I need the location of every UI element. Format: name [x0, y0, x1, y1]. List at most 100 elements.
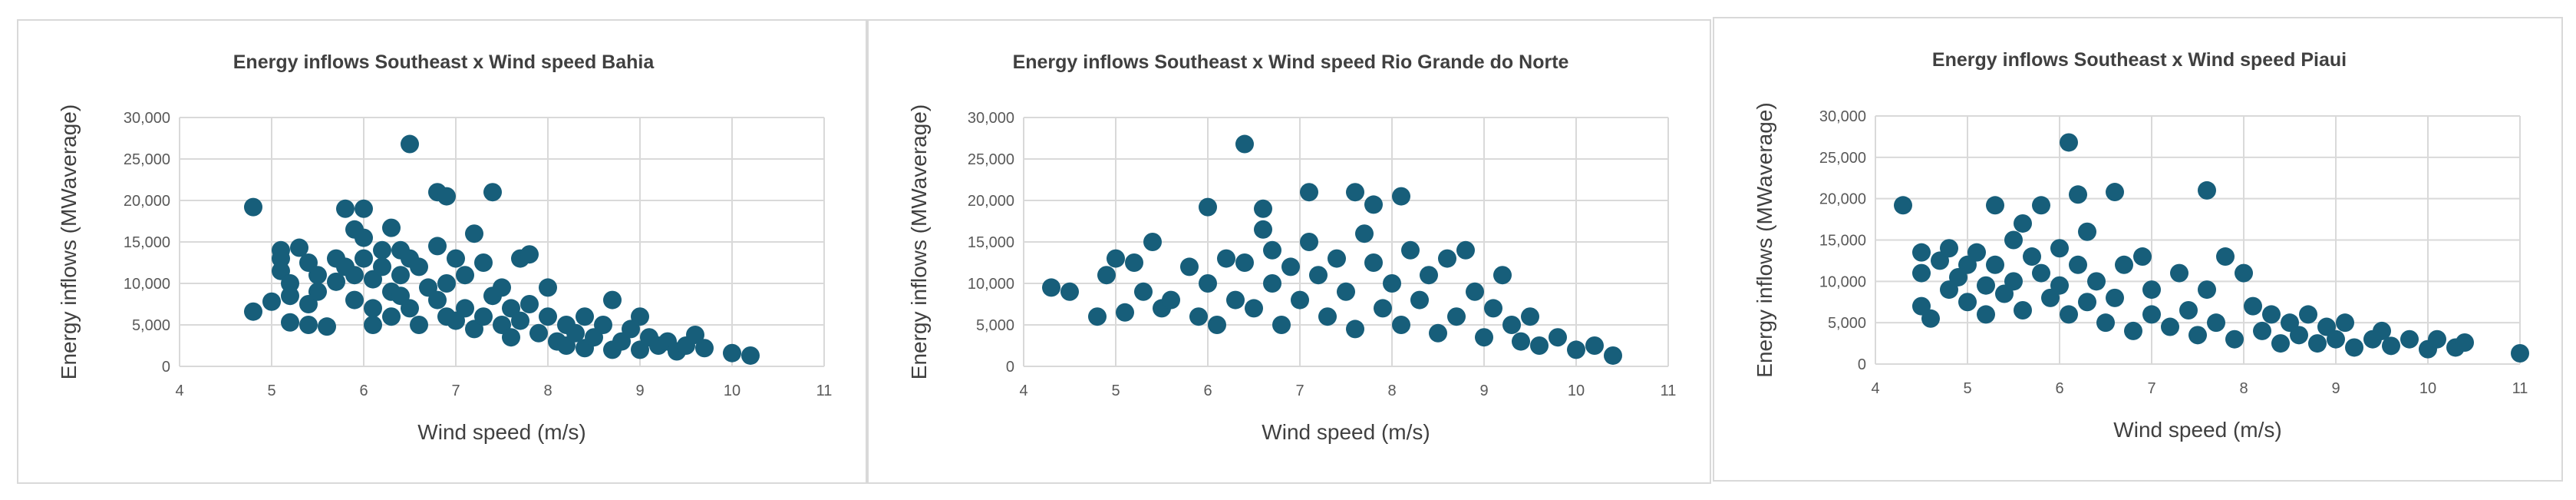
data-point	[1484, 299, 1502, 318]
data-point	[1912, 243, 1931, 262]
data-point	[1134, 282, 1153, 301]
data-point	[723, 343, 741, 363]
y-tick-label: 20,000	[1819, 191, 1866, 208]
data-point	[483, 183, 502, 202]
data-point	[1199, 197, 1217, 217]
data-point	[1438, 249, 1456, 268]
data-point	[1088, 307, 1107, 326]
data-point	[2096, 313, 2115, 333]
data-point	[1521, 307, 1539, 326]
data-point	[2188, 326, 2207, 345]
data-point	[401, 299, 419, 318]
data-point	[1466, 282, 1484, 301]
data-point	[2299, 305, 2317, 324]
data-point	[474, 253, 493, 272]
data-point	[2373, 321, 2391, 340]
data-point	[382, 218, 401, 237]
x-tick-label: 9	[635, 382, 644, 399]
data-point	[1125, 253, 1143, 272]
data-point	[566, 323, 585, 343]
x-tick-label: 8	[543, 382, 552, 399]
data-point	[1967, 243, 1986, 262]
data-point	[1894, 196, 1912, 215]
data-point	[2060, 133, 2078, 152]
x-tick-label: 4	[175, 382, 183, 399]
data-point	[1392, 187, 1410, 206]
data-point	[281, 313, 299, 332]
data-point	[2014, 301, 2032, 320]
chart-bahia: Energy inflows Southeast x Wind speed Ba…	[57, 51, 832, 444]
data-point	[2115, 255, 2133, 274]
data-point	[511, 311, 529, 330]
data-point	[1958, 293, 1977, 312]
data-point	[299, 316, 318, 334]
data-point	[529, 323, 548, 343]
y-tick-label: 15,000	[1819, 233, 1866, 250]
x-tick-label: 8	[1387, 382, 1396, 399]
y-tick-label: 5,000	[976, 317, 1014, 334]
data-point	[1116, 303, 1134, 322]
y-tick-label: 25,000	[1819, 150, 1866, 167]
data-point	[1977, 276, 1995, 295]
data-point	[355, 199, 373, 218]
x-tick-label: 10	[2419, 380, 2436, 397]
x-tick-label: 8	[2239, 380, 2248, 397]
y-tick-label: 25,000	[968, 151, 1014, 168]
data-point	[2106, 288, 2124, 307]
data-point	[2069, 185, 2087, 204]
data-point	[456, 299, 474, 318]
data-point	[2050, 276, 2069, 295]
data-point	[1263, 274, 1281, 293]
data-point	[1199, 274, 1217, 293]
data-point	[2382, 336, 2400, 356]
data-point	[2004, 272, 2023, 291]
data-point	[1226, 290, 1245, 310]
data-point	[1346, 320, 1364, 339]
data-point	[1392, 316, 1410, 334]
data-point	[2004, 230, 2023, 250]
data-point	[631, 307, 649, 326]
y-tick-label: 10,000	[968, 276, 1014, 293]
data-point	[2142, 280, 2161, 300]
data-point	[364, 299, 382, 318]
data-point	[382, 307, 401, 326]
data-point	[576, 307, 594, 326]
data-point	[1180, 257, 1199, 276]
data-point	[1986, 255, 2004, 274]
data-point	[1300, 183, 1318, 202]
data-point	[1300, 233, 1318, 251]
data-point	[1309, 266, 1328, 285]
data-point	[2069, 255, 2087, 274]
x-tick-label: 4	[1871, 380, 1879, 397]
data-point	[410, 257, 428, 276]
x-tick-label: 5	[1111, 382, 1120, 399]
data-point	[1456, 240, 1475, 260]
x-tick-label: 6	[2055, 380, 2063, 397]
y-tick-label: 10,000	[124, 276, 170, 293]
chart-panel-piaui: Energy inflows Southeast x Wind speed Pi…	[1713, 17, 2563, 482]
data-point	[1549, 328, 1567, 347]
data-point	[1429, 323, 1447, 343]
data-point	[2087, 272, 2106, 291]
data-point	[2078, 293, 2096, 312]
data-point	[2428, 329, 2446, 349]
data-point	[447, 249, 465, 268]
data-point	[244, 302, 262, 321]
data-point	[1208, 316, 1226, 334]
data-point	[2244, 296, 2262, 316]
data-point	[2207, 313, 2225, 333]
data-point	[1364, 253, 1383, 272]
data-point	[502, 328, 520, 347]
data-point	[1355, 224, 1374, 243]
y-tick-label: 20,000	[968, 193, 1014, 210]
data-point	[290, 238, 308, 257]
data-point	[2032, 263, 2050, 283]
y-axis-label: Energy inflows (MWaverage)	[57, 104, 81, 379]
data-point	[1263, 240, 1281, 260]
x-tick-label: 9	[2331, 380, 2340, 397]
data-point	[391, 266, 410, 285]
y-tick-label: 20,000	[124, 193, 170, 210]
data-point	[456, 266, 474, 285]
y-tick-label: 0	[1858, 356, 1866, 373]
data-point	[410, 316, 428, 334]
